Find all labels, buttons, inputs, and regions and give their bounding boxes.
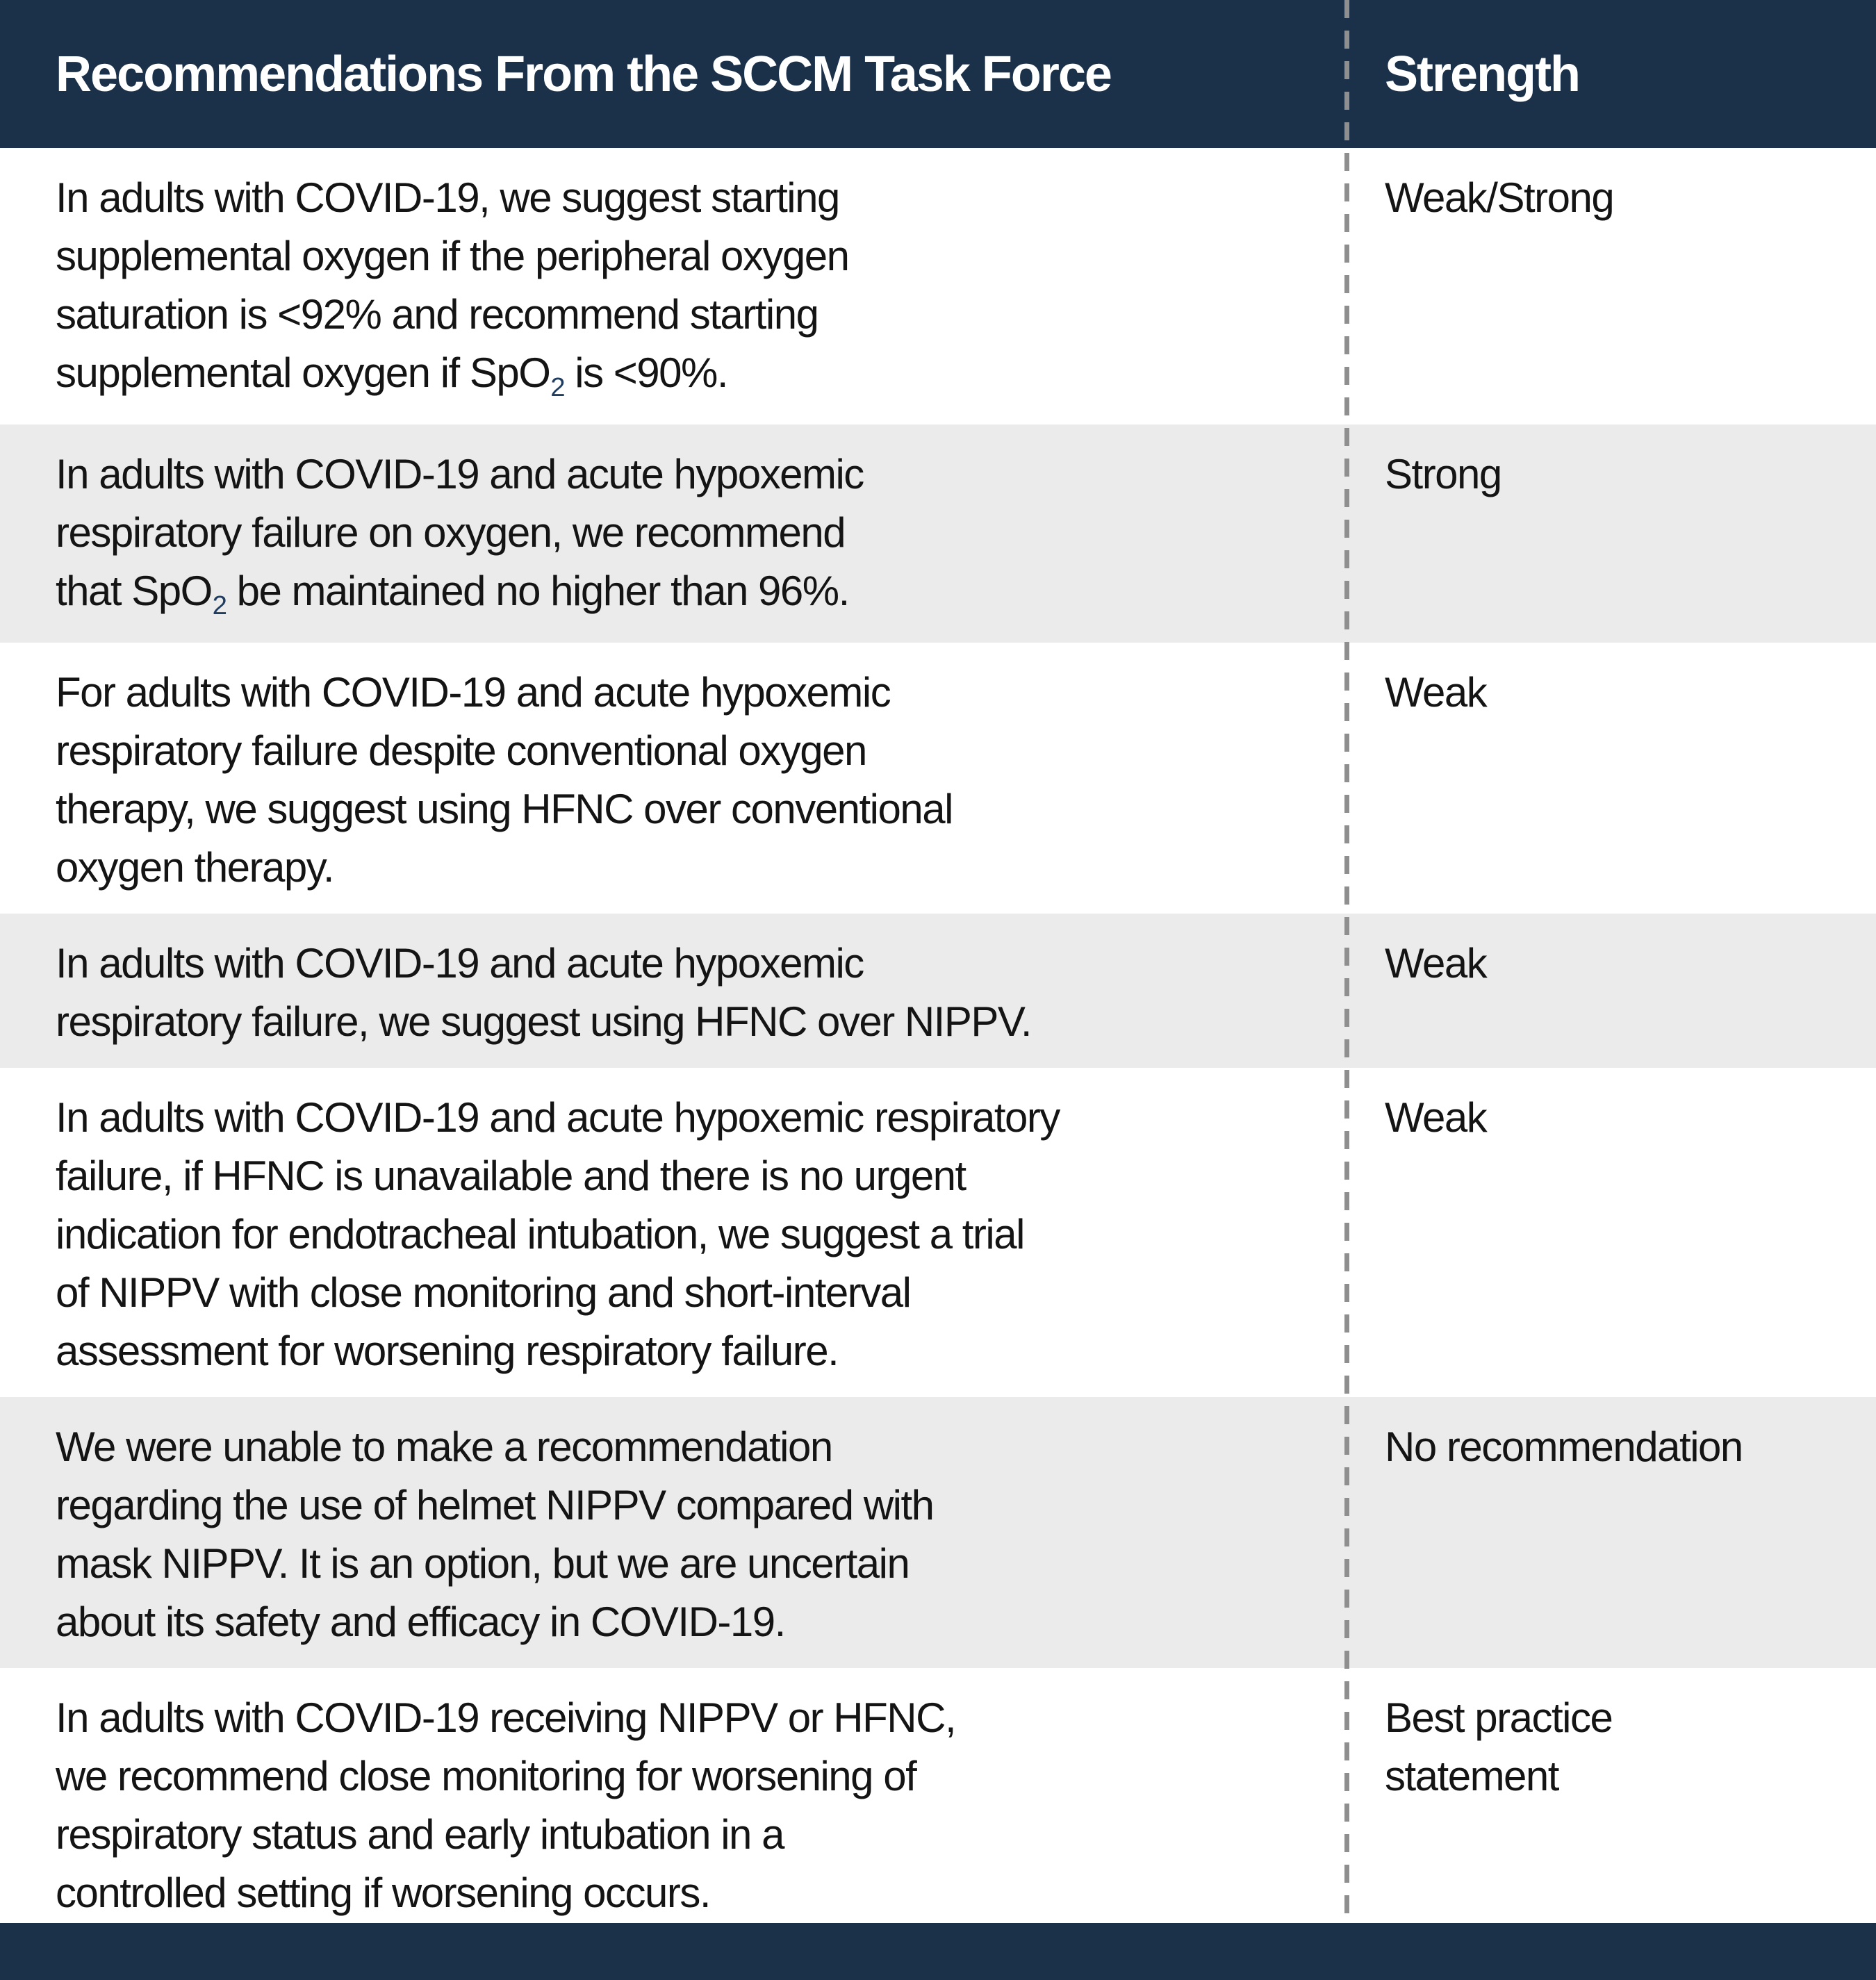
strength-cell: Weak <box>1385 1094 1488 1141</box>
footer-bar <box>0 1923 1876 1980</box>
table-row: In adults with COVID-19 receiving NIPPV … <box>0 1668 1876 1939</box>
strength-cell: Weak <box>1385 669 1488 716</box>
recommendation-cell: In adults with COVID-19 receiving NIPPV … <box>56 1694 957 1916</box>
subscript-2: 2 <box>212 590 227 620</box>
recommendation-cell: In adults with COVID-19, we suggest star… <box>56 174 850 402</box>
strength-cell: Weak/Strong <box>1385 174 1615 221</box>
recommendation-cell: In adults with COVID-19 and acute hypoxe… <box>56 1094 1060 1374</box>
strength-cell: Best practice statement <box>1385 1694 1613 1799</box>
header-strength-label: Strength <box>1385 46 1581 102</box>
header-recommendations-label: Recommendations From the SCCM Task Force <box>56 46 1112 102</box>
table-row: In adults with COVID-19, we suggest star… <box>0 148 1876 424</box>
table-row: For adults with COVID-19 and acute hypox… <box>0 643 1876 914</box>
table-row: In adults with COVID-19 and acute hypoxe… <box>0 424 1876 643</box>
strength-cell: Strong <box>1385 451 1502 497</box>
strength-cell: Weak <box>1385 940 1488 987</box>
table-row: We were unable to make a recommendation … <box>0 1397 1876 1668</box>
table-body: In adults with COVID-19, we suggest star… <box>0 148 1876 1939</box>
column-divider <box>1344 0 1349 1923</box>
subscript-2: 2 <box>550 372 565 402</box>
recommendation-cell: In adults with COVID-19 and acute hypoxe… <box>56 940 1032 1045</box>
table-row: In adults with COVID-19 and acute hypoxe… <box>0 1068 1876 1397</box>
recommendation-cell: For adults with COVID-19 and acute hypox… <box>56 669 953 891</box>
table-row: In adults with COVID-19 and acute hypoxe… <box>0 914 1876 1068</box>
table-header: Recommendations From the SCCM Task Force… <box>0 0 1876 148</box>
recommendation-cell: We were unable to make a recommendation … <box>56 1424 935 1645</box>
recommendation-cell: In adults with COVID-19 and acute hypoxe… <box>56 451 864 620</box>
strength-cell: No recommendation <box>1385 1424 1743 1470</box>
